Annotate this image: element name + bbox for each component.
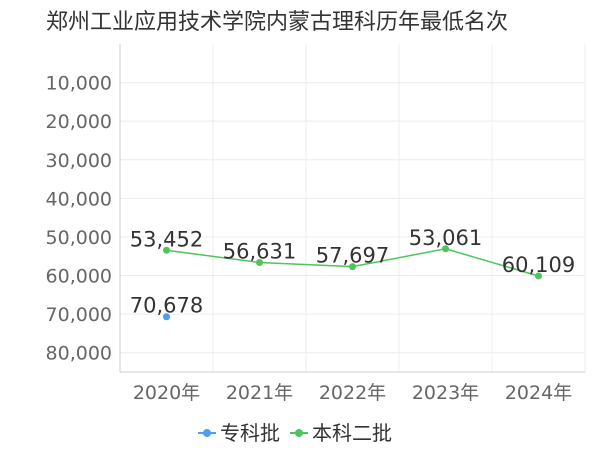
y-tick-label: 80,000 bbox=[46, 343, 112, 365]
data-label: 57,697 bbox=[316, 244, 389, 268]
chart-title: 郑州工业应用技术学院内蒙古理科历年最低名次 bbox=[46, 10, 509, 35]
data-label: 60,109 bbox=[502, 253, 575, 277]
data-label: 70,678 bbox=[130, 294, 203, 318]
data-point[interactable] bbox=[163, 246, 170, 254]
x-tick-label: 2022年 bbox=[319, 382, 386, 404]
data-label: 53,061 bbox=[409, 226, 482, 250]
y-tick-label: 30,000 bbox=[46, 150, 112, 172]
x-tick-label: 2024年 bbox=[505, 382, 572, 404]
legend-label[interactable]: 专科批 bbox=[220, 421, 280, 445]
data-point[interactable] bbox=[535, 272, 542, 280]
legend-marker[interactable] bbox=[295, 429, 303, 437]
legend-marker[interactable] bbox=[203, 429, 211, 437]
data-label: 53,452 bbox=[130, 227, 203, 251]
data-point[interactable] bbox=[349, 263, 356, 271]
data-point[interactable] bbox=[442, 245, 449, 253]
y-tick-label: 20,000 bbox=[46, 111, 112, 133]
y-tick-label: 10,000 bbox=[46, 73, 112, 95]
data-point[interactable] bbox=[256, 259, 263, 267]
y-tick-label: 50,000 bbox=[46, 227, 112, 249]
x-tick-label: 2021年 bbox=[226, 382, 293, 404]
y-tick-label: 40,000 bbox=[46, 188, 112, 210]
data-label: 56,631 bbox=[223, 240, 296, 264]
y-tick-label: 60,000 bbox=[46, 266, 112, 288]
x-tick-label: 2020年 bbox=[133, 382, 200, 404]
legend-label[interactable]: 本科二批 bbox=[312, 421, 392, 445]
y-tick-label: 70,000 bbox=[46, 304, 112, 326]
data-point[interactable] bbox=[163, 313, 170, 321]
x-tick-label: 2023年 bbox=[412, 382, 479, 404]
